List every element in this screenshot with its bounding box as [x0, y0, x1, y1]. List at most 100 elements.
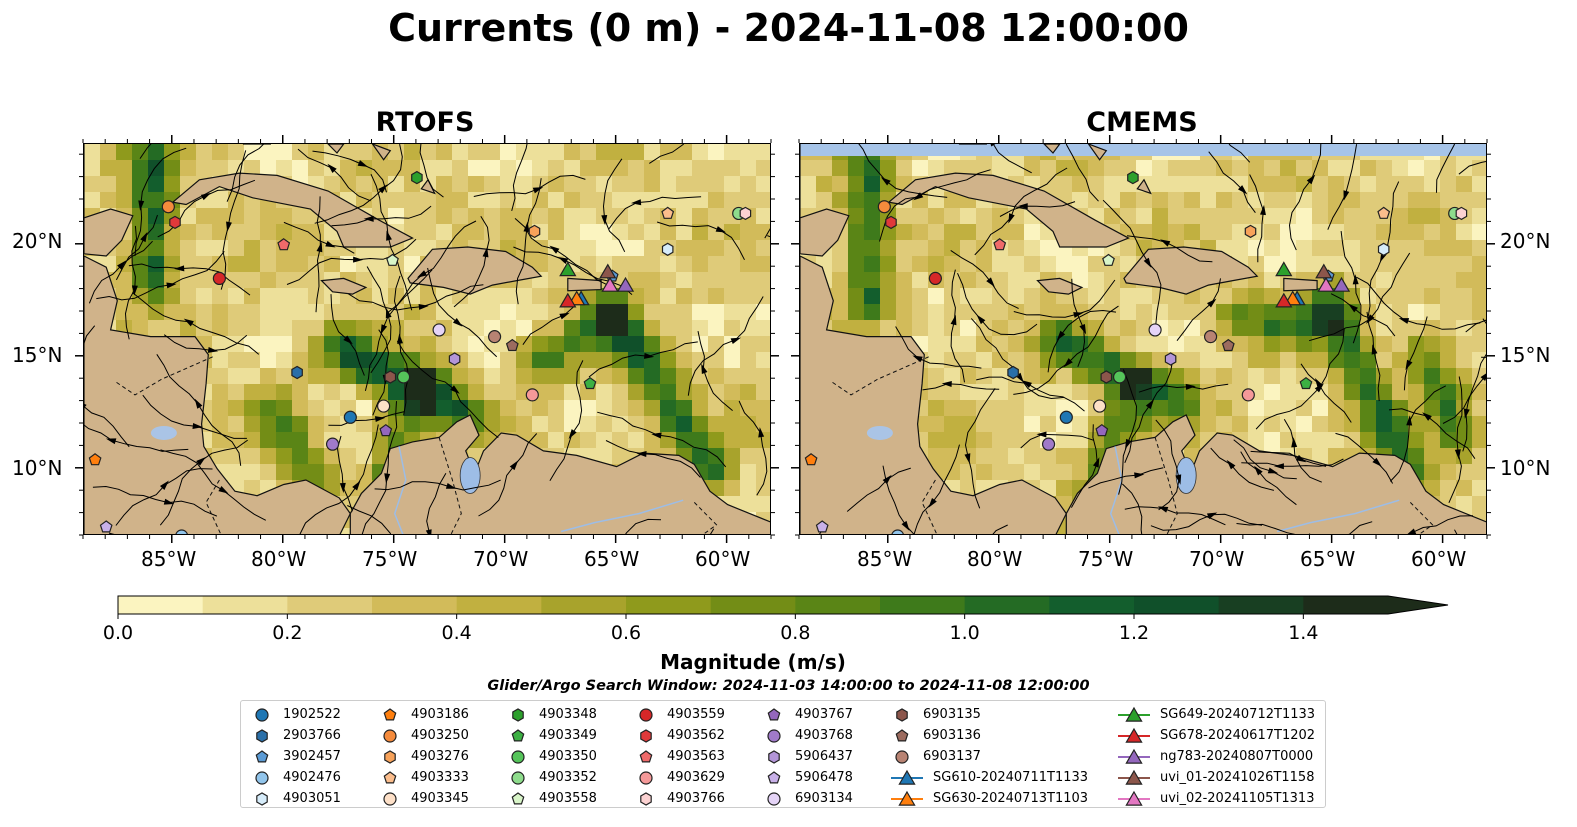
legend-item: 4903558: [507, 788, 597, 809]
marker-4903767: [1095, 423, 1109, 437]
streamlines: [818, 144, 1486, 534]
legend-marker-hexagon-icon: [640, 728, 652, 743]
marker-sg678-20240617t1202: [559, 292, 577, 308]
marker-4903629: [1241, 388, 1255, 402]
marker-uvi_01-20241026t1158: [1315, 263, 1333, 279]
marker-4903345: [1093, 399, 1107, 413]
legend-item: 4903345: [379, 788, 469, 809]
colorbar-segment: [1218, 596, 1304, 614]
colorbar-tick-label: 0.6: [610, 622, 642, 644]
marker-4903766: [739, 206, 752, 221]
legend-item-label: uvi_02-20241105T1313: [1160, 791, 1315, 806]
marker-4903558: [386, 253, 399, 266]
legend-item: 4903250: [379, 725, 469, 746]
legend-item: SG678-20240617T1202: [1118, 725, 1315, 746]
legend-marker-circle-icon: [383, 791, 397, 806]
colorbar-tick-label: 1.0: [949, 622, 980, 644]
lat-label-right-10: 10°N: [1500, 456, 1551, 480]
legend-marker-triangle-icon: [1118, 790, 1150, 806]
legend-marker-triangle-icon: [891, 769, 923, 785]
lat-label-left-20: 20°N: [12, 229, 63, 253]
colorbar-segment: [372, 596, 458, 614]
legend-item-label: 1902522: [283, 707, 341, 722]
legend-item: 4903333: [379, 767, 469, 788]
legend-item-label: 4903250: [411, 728, 469, 743]
marker-4903350: [396, 370, 411, 384]
legend-item-label: 4903559: [667, 707, 725, 722]
colorbar-tick-label: 1.4: [1288, 622, 1319, 644]
legend-item: 5906478: [763, 767, 853, 788]
marker-4903051: [661, 242, 674, 256]
streamlines: [84, 144, 770, 534]
marker-4903186: [804, 453, 818, 466]
legend-marker-triangle-icon: [1118, 748, 1150, 764]
marker-6903135: [384, 370, 397, 384]
legend-marker-circle-icon: [767, 728, 781, 743]
cmems-map-panel[interactable]: [799, 143, 1487, 535]
legend-marker-pentagon-icon: [383, 707, 397, 720]
marker-5906437: [1164, 352, 1177, 366]
legend-marker-circle-icon: [767, 791, 781, 806]
legend-marker-triangle-icon: [891, 790, 923, 806]
marker-4903563: [277, 238, 291, 251]
rtofs-map-panel[interactable]: [83, 143, 771, 535]
legend-item: SG649-20240712T1133: [1118, 704, 1315, 725]
legend-item-label: ng783-20240807T0000: [1160, 749, 1314, 764]
marker-6903134: [1148, 323, 1162, 337]
lon-label-rtofs-70: 70°W: [473, 547, 529, 571]
lon-label-cmems-80: 80°W: [967, 547, 1023, 571]
legend-item: 6903134: [763, 788, 853, 809]
legend-item: 4903352: [507, 767, 597, 788]
legend-item-label: 4903186: [411, 707, 469, 722]
colorbar-tick-label: 0.2: [272, 622, 303, 644]
figure-title: Currents (0 m) - 2024-11-08 12:00:00: [388, 6, 1189, 50]
marker-uvi_02-20241105t1313: [601, 276, 619, 292]
colorbar-segment: [710, 596, 796, 614]
marker-sg649-20240712t1133: [559, 261, 577, 277]
legend-item-label: 4903767: [795, 707, 853, 722]
legend-item-label: 4903352: [539, 770, 597, 785]
legend-item-label: 6903135: [923, 707, 981, 722]
marker-sg678-20240617t1202: [1275, 292, 1293, 308]
legend-item: 4903349: [507, 725, 597, 746]
legend-item: 4903767: [763, 704, 853, 725]
colorbar-segment: [118, 596, 204, 614]
marker-4903276: [1244, 224, 1257, 239]
marker-4903563: [993, 238, 1007, 251]
legend-marker-hexagon-icon: [256, 791, 268, 806]
legend-item-label: SG678-20240617T1202: [1160, 728, 1316, 743]
legend-item-label: 4903333: [411, 770, 469, 785]
legend-item: 4903562: [635, 725, 725, 746]
marker-4903333: [1377, 206, 1391, 219]
colorbar-tick-label: 0.8: [780, 622, 811, 644]
legend-item: 1902522: [251, 704, 341, 725]
marker-uvi_02-20241105t1313: [1317, 276, 1335, 292]
legend-item: 2903766: [251, 725, 341, 746]
marker-4903562: [885, 215, 897, 230]
legend-marker-hexagon-icon: [896, 707, 908, 722]
marker-5906478: [99, 520, 113, 533]
colorbar-title: Magnitude (m/s): [660, 650, 846, 674]
marker-2903766: [1007, 365, 1019, 380]
lake-nicaragua: [866, 425, 893, 440]
colorbar-segment: [795, 596, 881, 614]
legend-item-label: 4903562: [667, 728, 725, 743]
lat-label-right-20: 20°N: [1500, 229, 1551, 253]
legend-marker-hexagon-icon: [768, 749, 780, 764]
legend-item-label: SG610-20240711T1133: [933, 770, 1089, 785]
marker-5906437: [448, 352, 461, 366]
lon-label-cmems-75: 75°W: [1078, 547, 1134, 571]
legend-item-label: 4903766: [667, 791, 725, 806]
observation-markers: [804, 170, 1468, 534]
observation-markers: [88, 170, 752, 534]
legend-marker-hexagon-icon: [512, 707, 524, 722]
legend-marker-pentagon-icon: [767, 707, 781, 720]
marker-4903333: [661, 206, 675, 219]
marker-4903250: [161, 200, 175, 214]
legend-item: SG610-20240711T1133: [891, 767, 1088, 788]
legend-item: 4903563: [635, 746, 725, 767]
legend-marker-pentagon-icon: [511, 791, 525, 804]
legend-marker-pentagon-icon: [255, 749, 269, 762]
legend-marker-pentagon-icon: [639, 749, 653, 762]
legend-item-label: 4903558: [539, 791, 597, 806]
